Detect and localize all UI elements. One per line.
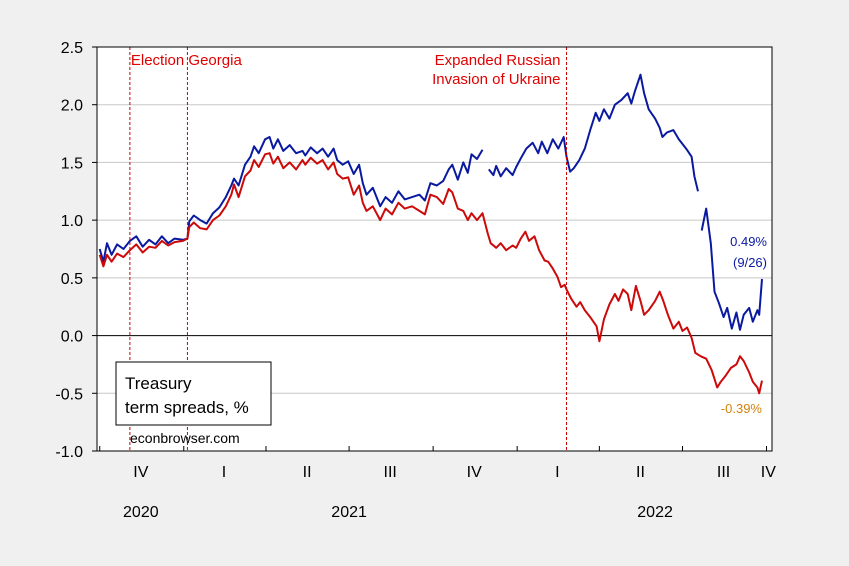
legend-text: term spreads, % — [125, 398, 249, 417]
series-line — [700, 207, 763, 331]
series-line — [488, 73, 699, 192]
x-year-label: 2020 — [123, 504, 159, 521]
legend-box: Treasury term spreads, % — [115, 361, 272, 426]
x-quarter-label: II — [636, 464, 645, 481]
event-label: Georgia — [188, 52, 242, 69]
series-line — [98, 136, 484, 263]
x-quarter-label: II — [303, 464, 312, 481]
x-quarter-label: IV — [467, 464, 482, 481]
legend-frame — [115, 361, 272, 426]
legend-text: Treasury — [125, 374, 192, 393]
y-tick-label: 0.5 — [61, 271, 83, 288]
red-end-annotation: -0.39% — [721, 401, 763, 416]
x-quarter-label: I — [222, 464, 226, 481]
x-quarter-label: III — [717, 464, 730, 481]
blue-end-annotation: 0.49% — [730, 234, 767, 249]
event-label: Election — [131, 52, 184, 69]
x-quarter-label: IV — [133, 464, 148, 481]
blue-end-annotation: (9/26) — [733, 255, 767, 270]
plot-frame — [96, 46, 773, 452]
series-line — [98, 152, 763, 395]
y-tick-label: 0.0 — [61, 329, 83, 346]
event-label: Expanded Russian — [435, 52, 561, 69]
y-tick-label: 2.0 — [61, 98, 83, 115]
event-label: Invasion of Ukraine — [432, 71, 560, 88]
x-year-label: 2021 — [331, 504, 367, 521]
source-label: econbrowser.com — [130, 430, 240, 446]
x-quarter-label: III — [384, 464, 397, 481]
x-quarter-label: IV — [761, 464, 776, 481]
x-year-label: 2022 — [637, 504, 673, 521]
y-tick-label: -0.5 — [55, 386, 83, 403]
x-quarter-label: I — [555, 464, 559, 481]
y-tick-label: -1.0 — [55, 444, 83, 461]
y-tick-label: 1.5 — [61, 155, 83, 172]
y-tick-label: 1.0 — [61, 213, 83, 230]
y-tick-label: 2.5 — [61, 40, 83, 57]
